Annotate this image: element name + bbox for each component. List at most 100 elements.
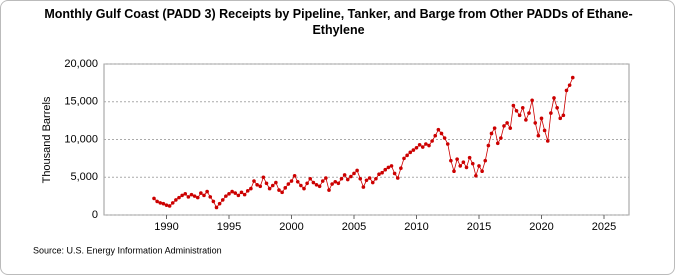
y-tick-label: 10,000 xyxy=(64,133,98,145)
point xyxy=(270,183,275,188)
point xyxy=(233,191,238,195)
point xyxy=(527,111,531,115)
point xyxy=(449,158,453,163)
plot-frame xyxy=(103,63,630,216)
point xyxy=(558,116,563,121)
point xyxy=(552,96,556,100)
point xyxy=(442,136,447,140)
point xyxy=(164,203,169,207)
point xyxy=(430,139,434,143)
point xyxy=(314,183,319,187)
point xyxy=(180,193,184,198)
point xyxy=(183,192,188,196)
point xyxy=(561,113,566,118)
point xyxy=(195,195,200,200)
point xyxy=(511,103,516,108)
point xyxy=(477,164,481,168)
point xyxy=(211,199,216,204)
point xyxy=(408,150,413,155)
point xyxy=(564,88,569,93)
point xyxy=(242,192,247,197)
point xyxy=(349,174,353,179)
point xyxy=(299,183,303,188)
point xyxy=(352,171,356,176)
point xyxy=(480,169,484,174)
point xyxy=(370,180,375,185)
point xyxy=(405,153,409,158)
point xyxy=(383,167,388,172)
point xyxy=(330,182,334,186)
point xyxy=(570,75,575,80)
point xyxy=(549,111,553,115)
point xyxy=(289,179,294,183)
point xyxy=(274,180,278,185)
source: Source: U.S. Energy Information Administ… xyxy=(33,245,222,255)
x-tick-label: 1990 xyxy=(154,221,178,233)
point xyxy=(174,198,178,202)
point xyxy=(364,178,369,183)
point xyxy=(483,158,488,163)
point xyxy=(467,155,472,160)
point xyxy=(252,179,256,183)
point xyxy=(420,145,425,149)
point xyxy=(399,166,403,170)
point xyxy=(167,204,172,208)
point xyxy=(245,189,250,193)
x-tick-label: 1995 xyxy=(217,221,241,233)
point xyxy=(470,161,475,166)
point xyxy=(489,131,494,136)
point xyxy=(402,156,406,161)
point xyxy=(292,173,297,178)
point xyxy=(333,179,338,184)
point xyxy=(202,193,206,198)
x-tick-label: 2000 xyxy=(279,221,303,233)
point xyxy=(445,142,450,146)
point xyxy=(324,176,328,180)
point xyxy=(214,205,219,210)
point xyxy=(189,192,194,197)
point xyxy=(361,185,366,189)
point xyxy=(499,136,503,140)
point xyxy=(377,172,381,177)
point xyxy=(155,199,159,204)
y-tick-label: 0 xyxy=(92,209,98,221)
point xyxy=(192,194,197,198)
point xyxy=(177,195,181,200)
point xyxy=(524,118,528,122)
point xyxy=(261,175,266,180)
point xyxy=(186,195,191,199)
x-tick-label: 2025 xyxy=(592,221,616,233)
point xyxy=(495,141,500,146)
point xyxy=(374,176,378,181)
point xyxy=(502,124,506,128)
point xyxy=(224,194,228,198)
point xyxy=(249,186,253,191)
point xyxy=(258,184,263,189)
point xyxy=(227,192,231,196)
point xyxy=(514,109,519,113)
point xyxy=(474,173,478,178)
point xyxy=(505,121,509,125)
point xyxy=(458,164,463,168)
y-tick-label: 5,000 xyxy=(70,171,98,183)
point xyxy=(280,190,284,195)
point xyxy=(380,170,384,175)
point xyxy=(389,164,394,168)
point xyxy=(486,143,491,148)
point xyxy=(305,181,309,186)
x-tick-label: 2005 xyxy=(342,221,366,233)
point xyxy=(536,133,541,138)
point xyxy=(520,105,525,110)
x-tick-label: 2015 xyxy=(467,221,491,233)
point xyxy=(217,201,222,206)
point xyxy=(239,190,244,195)
point xyxy=(283,186,288,190)
point xyxy=(433,133,438,138)
x-tick-label: 2010 xyxy=(404,221,428,233)
point xyxy=(158,201,163,205)
point xyxy=(492,126,497,130)
point xyxy=(170,201,175,205)
point xyxy=(358,176,363,181)
point xyxy=(436,127,441,132)
